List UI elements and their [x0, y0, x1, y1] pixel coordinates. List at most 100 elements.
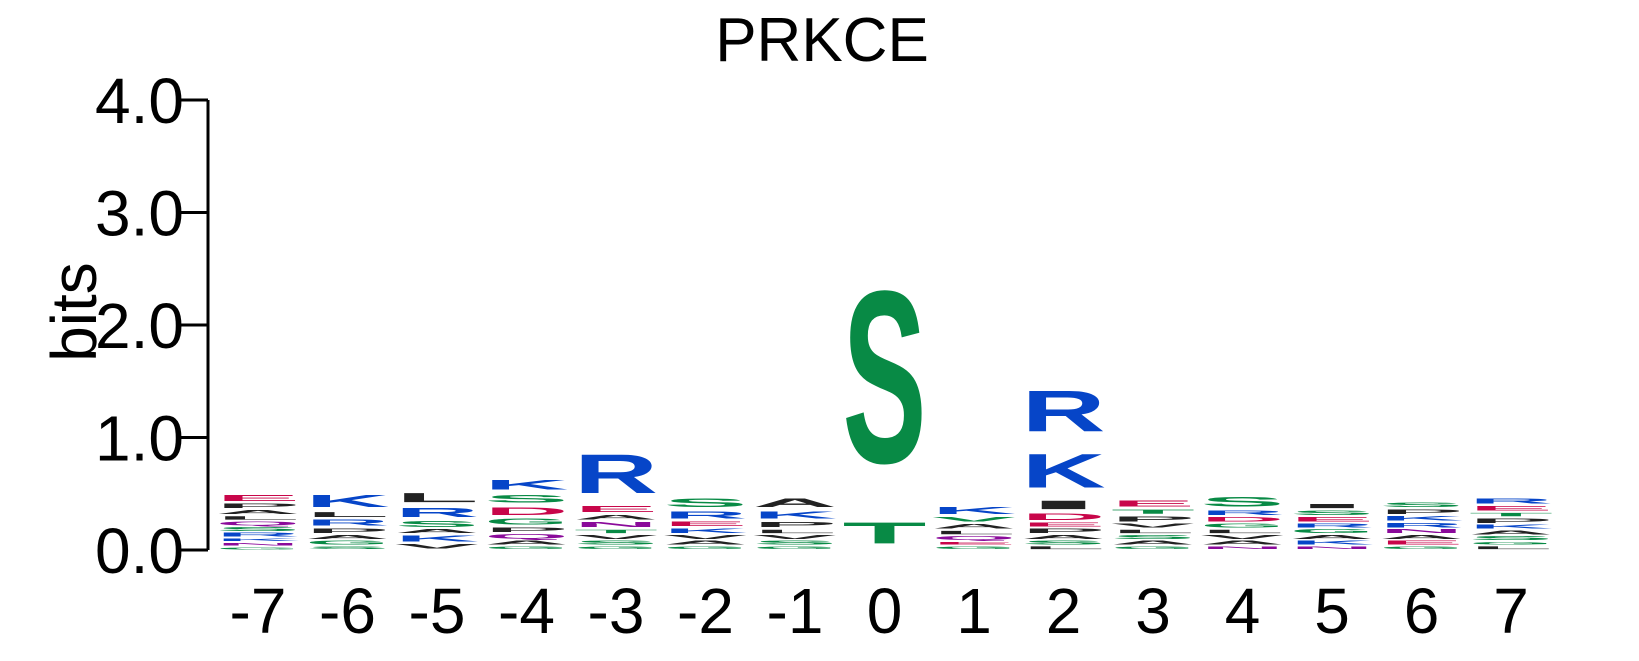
logo-letter: P	[1380, 508, 1464, 515]
logo-letter: A	[574, 514, 658, 521]
y-tick-label: 0.0	[95, 515, 184, 587]
logo-letter: P	[753, 521, 837, 529]
logo-letter: N	[1290, 546, 1374, 550]
logo-letter: G	[1469, 541, 1553, 545]
logo-letter: K	[1469, 524, 1553, 530]
logo-letter: N	[574, 521, 658, 529]
logo-letter: L	[216, 515, 300, 521]
logo-letter: V	[1111, 523, 1195, 529]
logo-letter: A	[305, 534, 389, 540]
logo-letter: K	[306, 491, 390, 510]
logo-letter: P	[1022, 527, 1106, 534]
y-tick-label: 3.0	[95, 178, 184, 250]
logo-letter: N	[1379, 529, 1463, 535]
logo-letter: D	[1201, 516, 1285, 523]
logo-letter: S	[842, 241, 926, 515]
logo-letter: L	[1111, 529, 1195, 535]
logo-letter: G	[932, 546, 1016, 550]
logo-letter: V	[574, 534, 658, 540]
x-tick-label: 4	[1225, 575, 1261, 647]
logo-letter: S	[664, 496, 748, 509]
logo-letter: P	[1111, 515, 1195, 523]
y-tick-label: 4.0	[95, 65, 184, 137]
logo-letter: V	[395, 543, 479, 550]
logo-letter: S	[306, 545, 390, 550]
logo-letter: A	[1111, 540, 1195, 546]
logo-letter: R	[216, 532, 300, 538]
logo-letter: K	[485, 477, 569, 493]
logo-letter: E	[1469, 505, 1553, 512]
logo-letter: L	[1201, 529, 1285, 535]
x-tick-label: -4	[498, 575, 555, 647]
logo-letter: A	[932, 523, 1016, 530]
letter-stacks: GNKRSQLAPESGAPRLKVKASRLGAQPGDSKGSVTNAERG…	[216, 241, 1553, 550]
logo-letter: Q	[932, 535, 1016, 541]
logo-letter: R	[1469, 497, 1553, 505]
logo-letter: R	[574, 444, 658, 505]
logo-letter: R	[1201, 510, 1285, 517]
x-tick-label: 7	[1493, 575, 1529, 647]
logo-letter: A	[395, 529, 479, 535]
logo-letter: T	[1111, 508, 1195, 515]
logo-letter: S	[395, 520, 479, 529]
logo-letter: S	[1201, 494, 1285, 510]
logo-letter: A	[484, 540, 568, 546]
position-stack: TS	[842, 241, 926, 550]
x-tick-label: -6	[319, 575, 376, 647]
logo-letter: I	[1022, 498, 1106, 511]
logo-letter: D	[1021, 512, 1105, 522]
logo-letter: R	[663, 510, 747, 521]
y-axis-label: bits	[38, 262, 110, 362]
logo-letter: E	[1022, 522, 1106, 528]
logo-letter: R	[395, 505, 479, 520]
logo-letter: Q	[485, 533, 569, 540]
y-tick-label: 2.0	[95, 290, 184, 362]
logo-letter: K	[395, 534, 479, 543]
x-tick-label: -5	[409, 575, 466, 647]
logo-letter: S	[216, 526, 300, 532]
x-tick-label: 6	[1404, 575, 1440, 647]
logo-letter: G	[574, 546, 658, 550]
x-tick-label: -1	[767, 575, 824, 647]
logo-letter: T	[574, 529, 658, 535]
logo-letter: A	[1021, 534, 1105, 540]
logo-letter: N	[1201, 546, 1285, 550]
logo-letter: P	[485, 526, 569, 533]
logo-letter: D	[484, 505, 568, 517]
logo-letter: E	[1290, 516, 1374, 523]
logo-letter: G	[485, 517, 569, 526]
logo-letter: S	[574, 540, 658, 546]
logo-letter: T	[1469, 512, 1553, 518]
logo-letter: E	[664, 521, 748, 528]
logo-letter: K	[1022, 444, 1106, 498]
logo-letter: A	[1290, 534, 1374, 540]
logo-letter: V	[663, 534, 747, 540]
x-tick-label: 5	[1314, 575, 1350, 647]
logo-letter: V	[932, 516, 1016, 523]
logo-letter: P	[1469, 517, 1553, 524]
logo-letter: R	[1380, 522, 1464, 529]
logo-letter: G	[753, 546, 837, 550]
logo-letter: K	[753, 510, 837, 521]
logo-letter: K	[1290, 540, 1374, 546]
logo-letter: I	[1290, 503, 1374, 510]
logo-letter: G	[306, 540, 390, 546]
logo-letter: K	[664, 528, 748, 535]
x-tick-label: 1	[956, 575, 992, 647]
y-axis: 0.0 1.0 2.0 3.0 4.0	[95, 65, 210, 587]
logo-letter: L	[1469, 545, 1553, 550]
logo-letter: L	[306, 511, 390, 519]
x-tick-label: -2	[677, 575, 734, 647]
logo-letter: L	[932, 530, 1016, 536]
logo-letter: G	[485, 546, 569, 550]
